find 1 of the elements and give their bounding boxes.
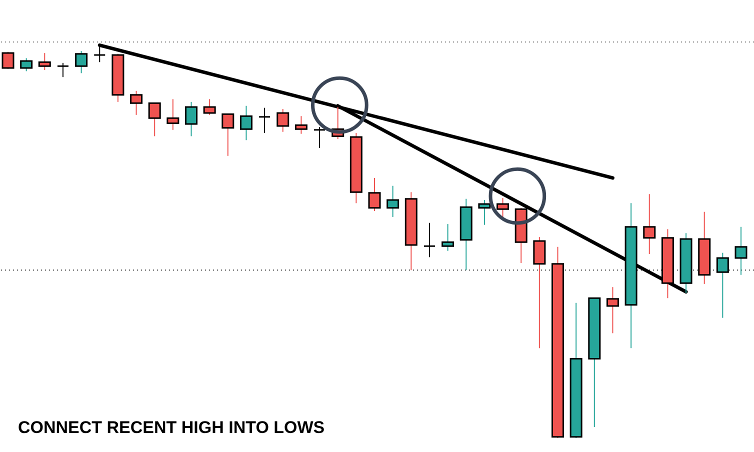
annotation: CONNECT RECENT HIGH INTO LOWS	[18, 418, 325, 437]
